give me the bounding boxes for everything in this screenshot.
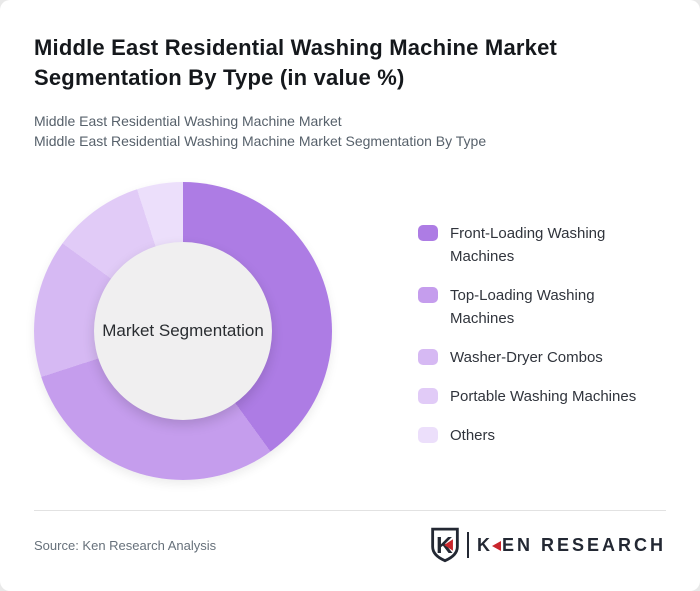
- footer: Source: Ken Research Analysis K K EN RESE…: [34, 510, 666, 563]
- legend-item: Front-Loading Washing Machines: [418, 222, 650, 268]
- legend-swatch-icon: [418, 225, 438, 241]
- legend-label: Portable Washing Machines: [450, 388, 637, 405]
- legend-label: Washer-Dryer Combos: [450, 349, 603, 366]
- brand-rest: EN RESEARCH: [501, 534, 666, 555]
- legend-label: Others: [450, 427, 496, 444]
- legend-swatch-icon: [418, 388, 438, 404]
- chart-area: Market Segmentation Front-Loading Washin…: [34, 182, 666, 480]
- subtitle-line-1: Middle East Residential Washing Machine …: [34, 113, 342, 129]
- legend-item: Portable Washing Machines: [418, 385, 650, 408]
- subtitle-line-2: Middle East Residential Washing Machine …: [34, 133, 487, 149]
- legend-label: Top-Loading Washing Machines: [450, 287, 595, 327]
- red-triangle-icon: [491, 540, 501, 551]
- donut-center-label: Market Segmentation: [102, 321, 264, 340]
- donut-center: Market Segmentation: [94, 242, 272, 420]
- legend-swatch-icon: [418, 349, 438, 365]
- legend-swatch-icon: [418, 287, 438, 303]
- shield-k-icon: K: [431, 527, 459, 563]
- legend-label: Front-Loading Washing Machines: [450, 225, 606, 265]
- brand-text: K EN RESEARCH: [477, 535, 666, 556]
- source-note: Source: Ken Research Analysis: [34, 537, 217, 553]
- page-title: Middle East Residential Washing Machine …: [34, 35, 558, 90]
- legend-item: Others: [418, 424, 650, 447]
- logo-divider: [466, 532, 469, 558]
- legend-item: Top-Loading Washing Machines: [418, 284, 650, 330]
- brand-letter-k: K: [476, 534, 493, 555]
- legend-swatch-icon: [418, 427, 438, 443]
- ken-research-logo: K K EN RESEARCH: [430, 527, 666, 563]
- legend: Front-Loading Washing Machines Top-Loadin…: [332, 222, 650, 480]
- donut-chart: Market Segmentation: [34, 182, 332, 480]
- legend-item: Washer-Dryer Combos: [418, 346, 650, 369]
